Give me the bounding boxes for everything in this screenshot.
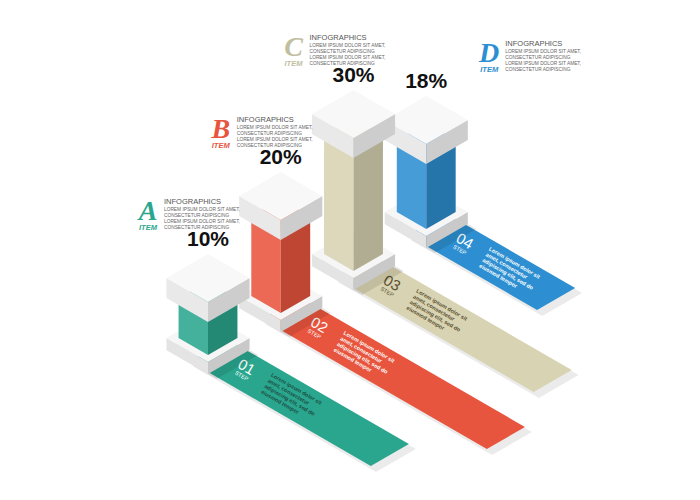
item-heading: INFOGRAPHICS <box>309 33 366 42</box>
data-label: 18% <box>405 69 447 92</box>
chart-svg: 01STEPLorem ipsum dolor sitamet, consect… <box>0 0 700 500</box>
item-heading: INFOGRAPHICS <box>237 115 294 124</box>
item-label: DITEMINFOGRAPHICSLOREM IPSUM DOLOR SIT A… <box>478 37 581 74</box>
data-label: 20% <box>260 145 302 168</box>
step-word: STEP <box>452 244 468 257</box>
step-text-line: eiusmod tempor <box>260 389 301 416</box>
pillar-cap-top-face <box>166 254 249 302</box>
item-text: CONSECTETUR ADIPISCING <box>237 143 303 148</box>
pillar <box>239 172 331 337</box>
step-text: Lorem ipsum dolor sitamet, consecteturad… <box>478 246 541 297</box>
data-label: 30% <box>332 63 374 86</box>
step-text-line: eiusmod tempor <box>478 263 519 290</box>
item-text: CONSECTETUR ADIPISCING <box>164 225 230 230</box>
step-text: Lorem ipsum dolor sitamet, consecteturad… <box>260 372 323 423</box>
item-text: CONSECTETUR ADIPISCING <box>164 213 230 218</box>
chart-frame: 01STEPLorem ipsum dolor sitamet, consect… <box>0 0 700 500</box>
item-word: ITEM <box>212 141 231 150</box>
item-text: LOREM IPSUM DOLOR SIT AMET, <box>164 219 240 224</box>
ribbons: 01STEPLorem ipsum dolor sitamet, consect… <box>189 213 582 472</box>
item-text: LOREM IPSUM DOLOR SIT AMET, <box>309 43 385 48</box>
pillar <box>385 96 477 253</box>
step-word: STEP <box>234 370 250 383</box>
item-text: LOREM IPSUM DOLOR SIT AMET, <box>309 55 385 60</box>
item-word: ITEM <box>480 65 499 74</box>
item-text: CONSECTETUR ADIPISCING <box>505 67 571 72</box>
pillar-cap <box>312 90 395 158</box>
step-text: Lorem ipsum dolor sitamet, consecteturad… <box>406 288 469 339</box>
item-heading: INFOGRAPHICS <box>164 197 221 206</box>
pillar-cap-top-face <box>239 172 322 220</box>
step-text-line: eiusmod tempor <box>333 347 374 374</box>
pillar-cap <box>239 172 322 240</box>
pillars <box>166 90 476 379</box>
item-text: LOREM IPSUM DOLOR SIT AMET, <box>505 61 581 66</box>
item-text: CONSECTETUR ADIPISCING <box>309 61 375 66</box>
item-text: CONSECTETUR ADIPISCING <box>505 55 571 60</box>
item-letter: C <box>284 31 303 62</box>
step-word: STEP <box>379 286 395 299</box>
item-text: LOREM IPSUM DOLOR SIT AMET, <box>237 125 313 130</box>
item-text: LOREM IPSUM DOLOR SIT AMET, <box>237 137 313 142</box>
item-label: CITEMINFOGRAPHICSLOREM IPSUM DOLOR SIT A… <box>284 31 385 68</box>
item-word: ITEM <box>285 59 304 68</box>
item-letter: B <box>210 113 230 144</box>
step-text: Lorem ipsum dolor sitamet, consecteturad… <box>333 330 396 381</box>
item-letter: D <box>478 37 499 68</box>
item-letter: A <box>137 195 158 226</box>
pillar-cap-top-face <box>312 90 395 138</box>
ribbon-band <box>262 297 525 449</box>
step-word: STEP <box>307 328 323 341</box>
labels: 18%DITEMINFOGRAPHICSLOREM IPSUM DOLOR SI… <box>137 31 581 250</box>
step-text-line: eiusmod tempor <box>406 305 447 332</box>
pillar-cap <box>385 96 468 164</box>
item-text: CONSECTETUR ADIPISCING <box>237 131 303 136</box>
pillar <box>166 254 258 379</box>
item-text: LOREM IPSUM DOLOR SIT AMET, <box>505 49 581 54</box>
item-label: AITEMINFOGRAPHICSLOREM IPSUM DOLOR SIT A… <box>137 195 240 232</box>
item-heading: INFOGRAPHICS <box>505 39 562 48</box>
item-label: BITEMINFOGRAPHICSLOREM IPSUM DOLOR SIT A… <box>210 113 312 150</box>
item-word: ITEM <box>139 223 158 232</box>
item-text: LOREM IPSUM DOLOR SIT AMET, <box>164 207 240 212</box>
data-label: 10% <box>187 227 229 250</box>
pillar-cap <box>166 254 249 322</box>
pillar <box>312 90 404 295</box>
item-text: CONSECTETUR ADIPISCING <box>309 49 375 54</box>
pillar-cap-top-face <box>385 96 468 144</box>
